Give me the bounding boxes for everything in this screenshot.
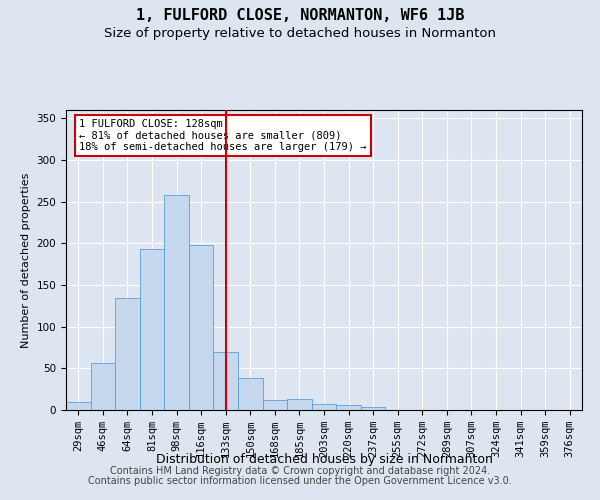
Bar xyxy=(140,249,164,410)
Bar xyxy=(189,245,214,410)
Bar xyxy=(115,298,140,410)
Bar xyxy=(238,378,263,410)
Bar xyxy=(91,362,115,410)
Bar xyxy=(361,406,385,410)
Bar xyxy=(214,352,238,410)
Y-axis label: Number of detached properties: Number of detached properties xyxy=(21,172,31,348)
Text: Distribution of detached houses by size in Normanton: Distribution of detached houses by size … xyxy=(155,452,493,466)
Text: Contains public sector information licensed under the Open Government Licence v3: Contains public sector information licen… xyxy=(88,476,512,486)
Text: Size of property relative to detached houses in Normanton: Size of property relative to detached ho… xyxy=(104,28,496,40)
Bar xyxy=(66,402,91,410)
Bar xyxy=(164,195,189,410)
Bar xyxy=(336,405,361,410)
Bar xyxy=(312,404,336,410)
Text: 1 FULFORD CLOSE: 128sqm
← 81% of detached houses are smaller (809)
18% of semi-d: 1 FULFORD CLOSE: 128sqm ← 81% of detache… xyxy=(79,119,367,152)
Text: 1, FULFORD CLOSE, NORMANTON, WF6 1JB: 1, FULFORD CLOSE, NORMANTON, WF6 1JB xyxy=(136,8,464,22)
Text: Contains HM Land Registry data © Crown copyright and database right 2024.: Contains HM Land Registry data © Crown c… xyxy=(110,466,490,476)
Bar xyxy=(263,400,287,410)
Bar xyxy=(287,399,312,410)
